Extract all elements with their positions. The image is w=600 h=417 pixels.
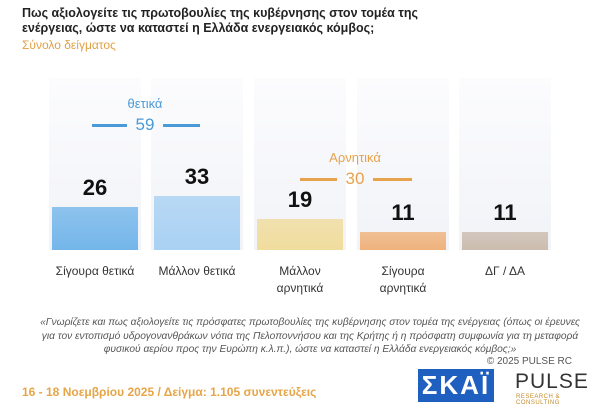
bar (257, 218, 343, 250)
skai-logo: ΣΚΑΪ (418, 369, 494, 402)
value-label: 11 (391, 199, 415, 225)
value-label: 26 (82, 175, 108, 201)
category-label: Μάλλον θετικά (158, 264, 236, 278)
category-label: Μάλλον αρνητικά (276, 264, 324, 295)
category-label: Σίγουρα αρνητικά (379, 264, 427, 295)
value-label: 11 (493, 199, 517, 225)
bar (360, 231, 446, 250)
value-label: 33 (184, 163, 210, 189)
bar (154, 195, 240, 250)
question-note: «Γνωρίζετε και πως αξιολογείτε τις πρόσφ… (40, 317, 580, 355)
group-line (163, 124, 200, 127)
pulse-logo: PULSE (515, 370, 589, 393)
bar-background (357, 78, 449, 250)
group-line (300, 178, 337, 181)
group-name: θετικά (127, 96, 163, 111)
bar (462, 231, 548, 250)
group-line (373, 178, 412, 181)
value-label: 19 (287, 186, 313, 212)
group-value: 30 (345, 169, 365, 188)
group-name: Αρνητικά (329, 150, 381, 165)
pulse-logo-sub: RESEARCH & CONSULTING (516, 394, 561, 406)
bar (52, 207, 138, 250)
category-label: ΔΓ / ΔΑ (485, 264, 525, 278)
chart-title: Πως αξιολογείτε τις πρωτοβουλίες της κυβ… (22, 6, 419, 35)
category-label: Σίγουρα θετικά (55, 264, 135, 278)
group-line (92, 124, 127, 127)
group-value: 59 (135, 115, 155, 134)
copyright: © 2025 PULSE RC (486, 356, 572, 367)
chart-subtitle: Σύνολο δείγματος (22, 38, 116, 52)
bar-background (459, 78, 551, 250)
footer: 16 - 18 Νοεμβρίου 2025 / Δείγμα: 1.105 σ… (22, 385, 317, 399)
